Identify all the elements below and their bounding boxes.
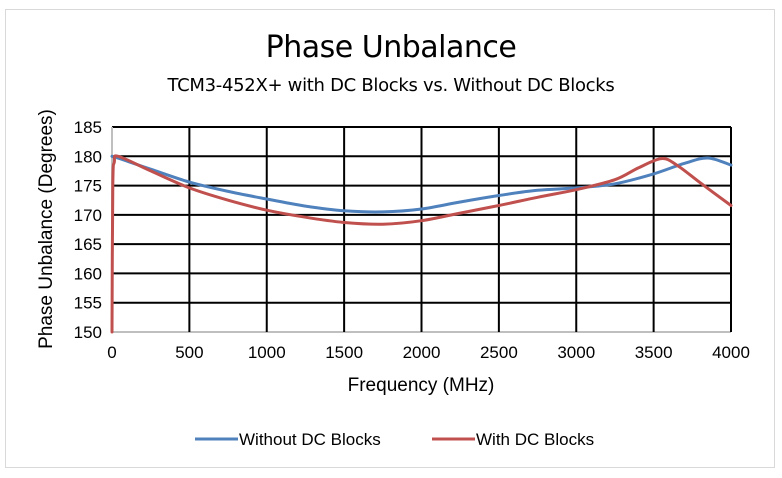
y-tick-labels: 150 155 160 165 170 175 180 185 — [74, 118, 102, 342]
x-tick-label: 1500 — [325, 343, 363, 362]
x-tick-label: 2500 — [480, 343, 518, 362]
x-axis-label: Frequency (MHz) — [348, 375, 495, 396]
y-tick-label: 150 — [74, 323, 102, 342]
gridlines — [111, 126, 732, 333]
x-tick-label: 0 — [107, 343, 116, 362]
x-tick-label: 3500 — [635, 343, 673, 362]
y-axis-label: Phase Unbalance (Degrees) — [36, 109, 57, 349]
legend: Without DC Blocks With DC Blocks — [195, 430, 594, 449]
y-tick-label: 175 — [74, 177, 102, 196]
legend-label: Without DC Blocks — [239, 430, 381, 449]
series-lines — [110, 154, 733, 334]
y-tick-label: 160 — [74, 264, 102, 283]
x-tick-label: 2000 — [403, 343, 441, 362]
y-tick-label: 185 — [74, 118, 102, 137]
x-tick-label: 3000 — [557, 343, 595, 362]
x-tick-label: 500 — [175, 343, 203, 362]
chart-subtitle: TCM3-452X+ with DC Blocks vs. Without DC… — [167, 75, 615, 96]
legend-label: With DC Blocks — [476, 430, 594, 449]
y-tick-label: 170 — [74, 206, 102, 225]
series-line-with-dc-blocks — [110, 154, 733, 334]
chart-frame — [5, 9, 775, 468]
series-line-without-dc-blocks — [110, 154, 733, 214]
chart-title: Phase Unbalance — [265, 30, 517, 65]
x-tick-labels: 0 500 1000 1500 2000 2500 3000 3500 4000 — [107, 343, 750, 362]
y-tick-label: 180 — [74, 147, 102, 166]
y-tick-label: 165 — [74, 235, 102, 254]
x-tick-label: 4000 — [712, 343, 750, 362]
y-tick-label: 155 — [74, 294, 102, 313]
x-tick-label: 1000 — [248, 343, 286, 362]
